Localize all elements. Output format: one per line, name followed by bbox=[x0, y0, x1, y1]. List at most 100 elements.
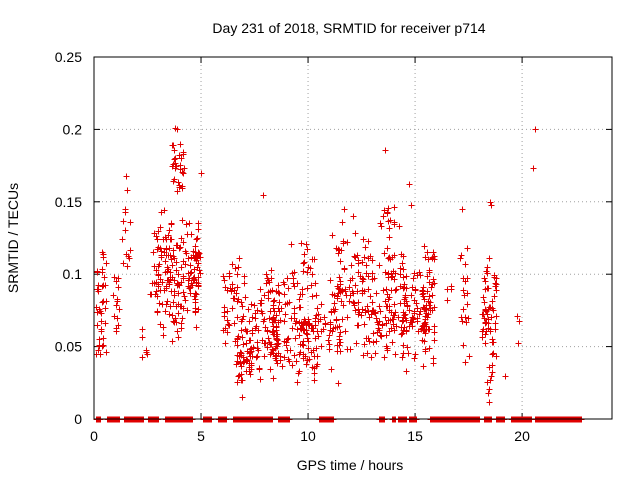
data-point bbox=[482, 307, 489, 314]
data-point bbox=[224, 308, 231, 315]
data-point bbox=[385, 271, 392, 278]
data-point bbox=[192, 308, 199, 315]
y-tick-label: 0.15 bbox=[55, 194, 82, 210]
data-point bbox=[381, 207, 388, 214]
data-point bbox=[373, 315, 380, 322]
data-point bbox=[154, 236, 161, 243]
data-point bbox=[481, 275, 488, 282]
data-point bbox=[484, 270, 491, 277]
data-point bbox=[400, 285, 407, 292]
data-point bbox=[276, 308, 283, 315]
data-point bbox=[331, 292, 338, 299]
data-point bbox=[162, 258, 169, 265]
data-point bbox=[178, 279, 185, 286]
data-point bbox=[269, 287, 276, 294]
data-point bbox=[158, 209, 165, 216]
data-point bbox=[399, 260, 406, 267]
data-point bbox=[338, 247, 345, 254]
data-point bbox=[115, 275, 122, 282]
data-point bbox=[484, 264, 491, 271]
data-point bbox=[485, 285, 492, 292]
data-point bbox=[170, 142, 177, 149]
data-point bbox=[222, 284, 229, 291]
data-point bbox=[294, 379, 301, 386]
data-point bbox=[326, 332, 333, 339]
data-point bbox=[236, 372, 243, 379]
data-point bbox=[426, 302, 433, 309]
data-point bbox=[270, 375, 277, 382]
data-point bbox=[370, 339, 377, 346]
data-point bbox=[261, 292, 268, 299]
data-point bbox=[231, 295, 238, 302]
data-point bbox=[226, 270, 233, 277]
data-point bbox=[119, 236, 126, 243]
data-point bbox=[281, 354, 288, 361]
data-point bbox=[340, 238, 347, 245]
data-point bbox=[174, 188, 181, 195]
data-point bbox=[376, 303, 383, 310]
data-point bbox=[404, 344, 411, 351]
data-point bbox=[359, 287, 366, 294]
data-point bbox=[267, 341, 274, 348]
data-point bbox=[252, 310, 259, 317]
data-point bbox=[98, 310, 105, 317]
data-point bbox=[191, 277, 198, 284]
data-point bbox=[386, 307, 393, 314]
data-point bbox=[391, 204, 398, 211]
data-point bbox=[157, 245, 164, 252]
data-point bbox=[170, 318, 177, 325]
data-point bbox=[157, 321, 164, 328]
y-tick-label: 0.05 bbox=[55, 339, 82, 355]
data-point bbox=[389, 273, 396, 280]
data-point bbox=[530, 165, 537, 172]
data-point bbox=[465, 315, 472, 322]
data-point bbox=[162, 234, 169, 241]
data-point bbox=[493, 287, 500, 294]
data-point bbox=[486, 364, 493, 371]
data-point bbox=[298, 240, 305, 247]
data-point bbox=[238, 299, 245, 306]
data-point bbox=[356, 309, 363, 316]
data-point bbox=[169, 312, 176, 319]
data-point bbox=[346, 284, 353, 291]
data-point bbox=[164, 264, 171, 271]
data-point bbox=[179, 315, 186, 322]
data-point bbox=[300, 338, 307, 345]
data-point bbox=[280, 279, 287, 286]
data-point bbox=[352, 282, 359, 289]
data-point bbox=[460, 275, 467, 282]
data-point bbox=[113, 302, 120, 309]
data-point bbox=[459, 206, 466, 213]
data-point bbox=[344, 346, 351, 353]
data-point bbox=[431, 337, 438, 344]
data-point bbox=[160, 332, 167, 339]
data-point bbox=[173, 259, 180, 266]
data-point bbox=[114, 296, 121, 303]
data-point bbox=[303, 241, 310, 248]
data-point bbox=[157, 276, 164, 283]
data-point bbox=[429, 292, 436, 299]
data-point bbox=[183, 250, 190, 257]
data-point bbox=[419, 287, 426, 294]
data-point bbox=[466, 353, 473, 360]
data-point bbox=[361, 321, 368, 328]
data-point bbox=[291, 310, 298, 317]
data-point bbox=[364, 350, 371, 357]
data-point bbox=[259, 310, 266, 317]
data-point bbox=[502, 373, 509, 380]
data-point bbox=[378, 223, 385, 230]
data-point bbox=[405, 350, 412, 357]
data-point bbox=[154, 246, 161, 253]
y-axis-title: SRMTID / TECUs bbox=[5, 183, 21, 293]
data-point bbox=[342, 328, 349, 335]
data-point bbox=[426, 345, 433, 352]
data-point bbox=[166, 227, 173, 234]
data-point bbox=[431, 329, 438, 336]
data-point bbox=[464, 290, 471, 297]
data-point bbox=[249, 330, 256, 337]
data-point bbox=[381, 250, 388, 257]
data-point bbox=[174, 126, 181, 133]
data-point bbox=[156, 261, 163, 268]
data-point bbox=[444, 297, 451, 304]
data-point bbox=[390, 268, 397, 275]
